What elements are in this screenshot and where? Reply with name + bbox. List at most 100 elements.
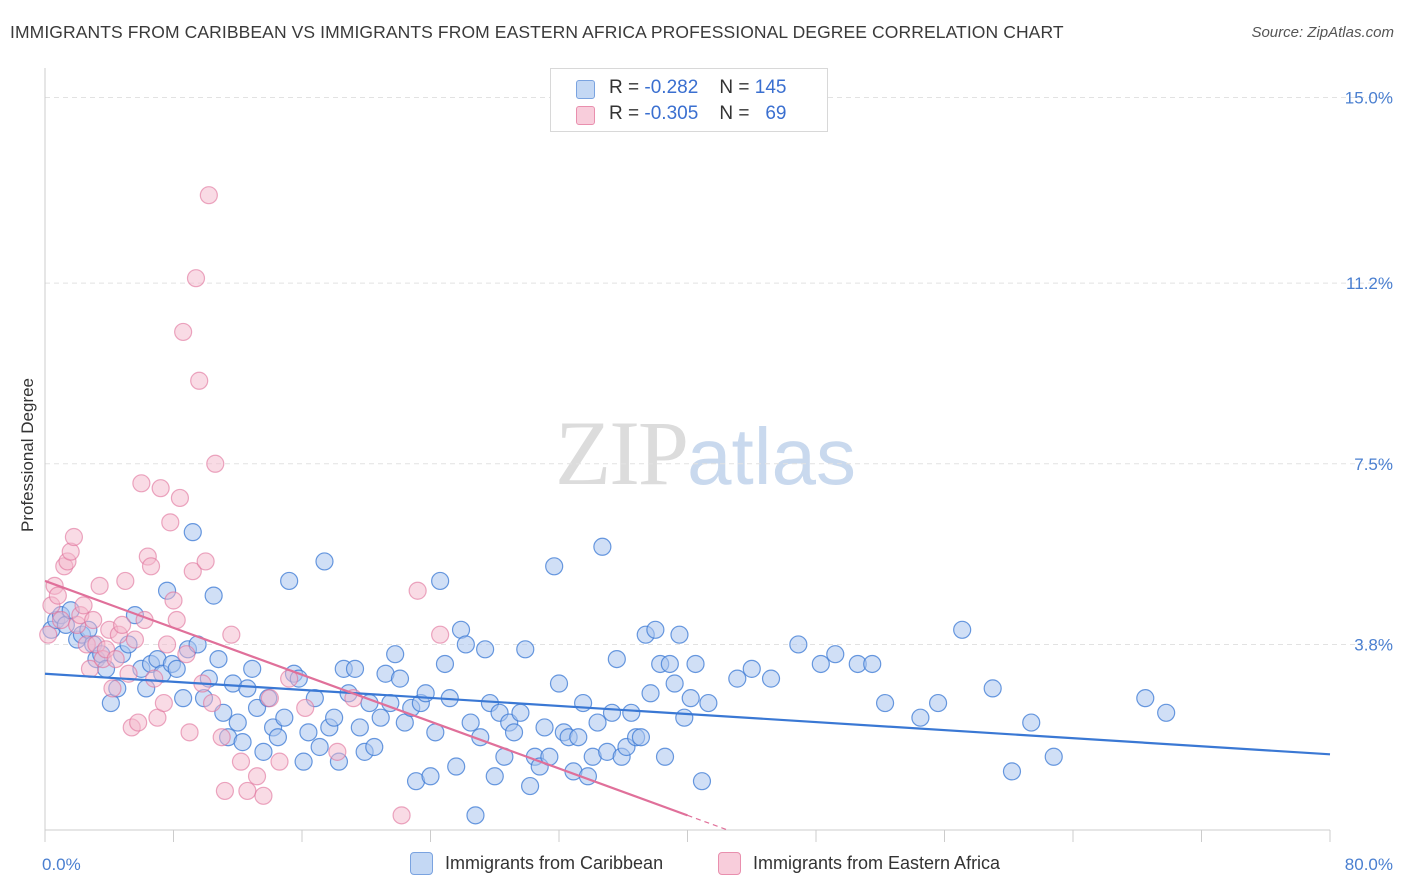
- legend-stats-eastern-africa: R = -0.305 N = 69: [609, 103, 786, 125]
- caribbean-point: [183, 523, 202, 542]
- caribbean-point: [174, 689, 193, 708]
- watermark-zip: ZIP: [555, 402, 689, 504]
- eastern-africa-point: [116, 571, 135, 591]
- eastern-africa-point: [125, 630, 145, 649]
- y-tick-label: 3.8%: [1354, 635, 1393, 654]
- n-label: N =: [719, 77, 750, 98]
- n-value: 145: [754, 77, 787, 98]
- caribbean-point: [953, 620, 972, 639]
- caribbean-point: [728, 669, 747, 688]
- trend-lines: [44, 579, 1331, 831]
- caribbean-point: [535, 718, 554, 737]
- caribbean-point: [421, 767, 440, 786]
- eastern-africa-point: [174, 322, 193, 342]
- r-label: R =: [609, 77, 640, 98]
- caribbean-point: [299, 723, 318, 742]
- caribbean-point: [761, 669, 781, 688]
- eastern-africa-point: [196, 552, 215, 571]
- eastern-africa-point: [132, 474, 151, 493]
- legend-item-caribbean[interactable]: Immigrants from Caribbean: [410, 852, 663, 875]
- caribbean-point: [863, 654, 882, 674]
- caribbean-point: [686, 654, 705, 674]
- eastern-africa-point: [84, 610, 103, 630]
- caribbean-point: [167, 659, 186, 678]
- eastern-africa-point: [74, 596, 93, 615]
- eastern-africa-point: [254, 786, 273, 805]
- caribbean-point: [209, 649, 228, 669]
- caribbean-point: [466, 806, 485, 825]
- r-label: R =: [609, 103, 640, 124]
- caribbean-point: [204, 586, 223, 605]
- caribbean-point: [593, 537, 612, 556]
- eastern-africa-point: [90, 576, 109, 595]
- caribbean-point: [699, 693, 718, 713]
- r-value: -0.282: [644, 77, 699, 98]
- caribbean-point: [1136, 689, 1155, 708]
- series-legend: Immigrants from Caribbean Immigrants fro…: [0, 852, 1406, 878]
- caribbean-point: [456, 635, 475, 654]
- eastern-africa-point: [247, 767, 267, 786]
- eastern-africa-point: [151, 479, 170, 498]
- r-value: -0.305: [644, 103, 699, 124]
- caribbean-point: [485, 767, 504, 786]
- eastern-africa-point: [145, 669, 164, 688]
- caribbean-point: [233, 733, 252, 752]
- caribbean-point: [325, 708, 344, 727]
- eastern-africa-point: [222, 625, 241, 644]
- caribbean-point: [569, 728, 588, 747]
- caribbean-point: [742, 659, 761, 678]
- eastern-africa-trend-extension: [687, 814, 728, 831]
- caribbean-point: [504, 723, 524, 742]
- caribbean-point: [254, 742, 273, 761]
- chart-title: IMMIGRANTS FROM CARIBBEAN VS IMMIGRANTS …: [10, 22, 1064, 42]
- y-tick-labels: 3.8% 7.5% 11.2% 15.0%: [1345, 89, 1393, 655]
- grid-lines: [45, 97, 1395, 645]
- caribbean-point: [350, 718, 369, 737]
- eastern-africa-point: [260, 689, 279, 708]
- eastern-africa-point: [170, 488, 190, 508]
- eastern-africa-point: [408, 581, 427, 600]
- eastern-africa-point: [199, 186, 218, 205]
- legend-label-eastern-africa: Immigrants from Eastern Africa: [753, 853, 1001, 873]
- eastern-africa-point: [61, 542, 80, 561]
- eastern-africa-point: [186, 269, 206, 288]
- axes: [44, 68, 1331, 842]
- caribbean-point: [928, 693, 948, 713]
- caribbean-point: [365, 737, 384, 757]
- caribbean-point: [655, 747, 675, 766]
- eastern-africa-point: [64, 527, 84, 547]
- caribbean-point: [238, 679, 257, 698]
- legend-swatch-eastern-africa: [576, 106, 595, 125]
- correlation-legend: R = -0.282 N = 145 R = -0.305 N = 69: [550, 68, 828, 132]
- caribbean-point: [516, 640, 535, 659]
- eastern-africa-point: [51, 610, 71, 630]
- y-axis-label: Professional Degree: [18, 377, 37, 533]
- caribbean-point: [826, 645, 845, 664]
- legend-swatch-caribbean: [410, 852, 433, 875]
- caribbean-point: [461, 713, 480, 732]
- eastern-africa-point: [183, 562, 202, 581]
- eastern-africa-point: [296, 698, 315, 718]
- caribbean-point: [1002, 762, 1022, 781]
- caribbean-point: [243, 659, 262, 678]
- caribbean-point: [646, 620, 665, 639]
- eastern-africa-point: [238, 781, 257, 801]
- caribbean-point: [228, 713, 247, 732]
- eastern-africa-point: [392, 806, 411, 825]
- caribbean-point: [390, 669, 410, 688]
- caribbean-trend-line: [44, 672, 1331, 756]
- caribbean-point: [588, 713, 607, 732]
- caribbean-point: [1044, 747, 1063, 766]
- caribbean-point: [310, 737, 329, 757]
- caribbean-points: [42, 523, 1176, 825]
- eastern-africa-point: [231, 752, 251, 771]
- caribbean-point: [573, 693, 593, 713]
- legend-item-eastern-africa[interactable]: Immigrants from Eastern Africa: [718, 852, 1000, 875]
- eastern-africa-point: [103, 679, 122, 698]
- legend-label-caribbean: Immigrants from Caribbean: [445, 853, 664, 873]
- n-value: 69: [765, 103, 787, 124]
- eastern-africa-point: [164, 591, 183, 610]
- caribbean-point: [294, 752, 313, 771]
- eastern-africa-point: [212, 728, 231, 747]
